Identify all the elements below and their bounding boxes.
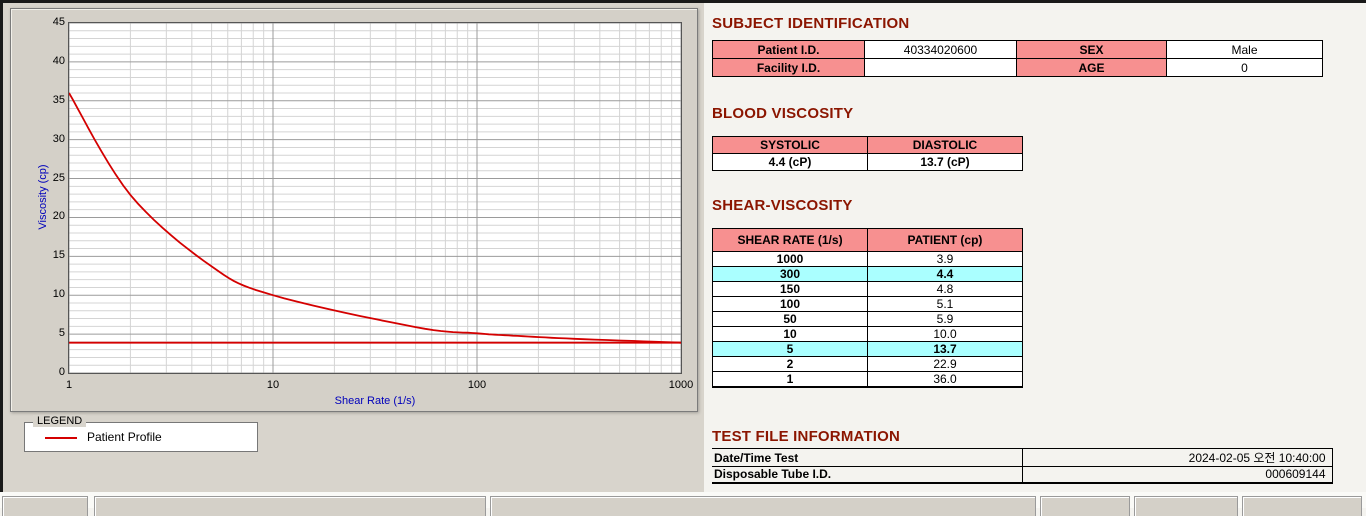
- window-border-top: [0, 0, 1366, 3]
- systolic-value: 4.4 (cP): [712, 153, 868, 171]
- shear-rate-cell: 10: [712, 326, 868, 342]
- y-axis-label: Viscosity (cp): [37, 164, 49, 230]
- bottom-button-2[interactable]: [94, 496, 486, 516]
- patient-value-cell: 3.9: [867, 251, 1023, 267]
- patient-value-cell: 13.7: [867, 341, 1023, 357]
- subject-identification-table: Patient I.D. 40334020600 SEX Male Facili…: [712, 40, 1323, 77]
- x-tick-label: 1: [65, 379, 73, 391]
- table-row: 150 4.8: [712, 281, 1023, 297]
- patient-id-value: 40334020600: [864, 40, 1017, 59]
- disposable-tube-label: Disposable Tube I.D.: [712, 466, 1022, 484]
- plot-area: [68, 22, 682, 374]
- window-border-left: [0, 0, 3, 492]
- facility-id-value: [864, 58, 1017, 77]
- shear-rate-cell: 100: [712, 296, 868, 312]
- table-row: Date/Time Test 2024-02-05 오전 10:40:00: [712, 448, 1333, 467]
- table-row: Disposable Tube I.D. 000609144: [712, 466, 1333, 484]
- y-tick-label: 5: [58, 327, 65, 340]
- date-time-value: 2024-02-05 오전 10:40:00: [1021, 448, 1333, 467]
- sex-value: Male: [1166, 40, 1323, 59]
- y-tick-label: 0: [58, 366, 65, 378]
- viscosity-chart-panel: Viscosity (cp) Shear Rate (1/s) 0 5 10 15 20…: [10, 8, 698, 412]
- legend-line-sample: [45, 437, 77, 439]
- shear-rate-cell: 1000: [712, 251, 868, 267]
- shear-rate-header: SHEAR RATE (1/s): [712, 228, 868, 252]
- table-row: 4.4 (cP) 13.7 (cP): [712, 153, 1023, 171]
- table-row: 1000 3.9: [712, 251, 1023, 267]
- disposable-tube-value: 000609144: [1021, 466, 1333, 484]
- table-row: 10 10.0: [712, 326, 1023, 342]
- facility-id-label: Facility I.D.: [712, 58, 865, 77]
- legend-caption: LEGEND: [33, 415, 87, 427]
- blood-viscosity-title: BLOOD VISCOSITY: [712, 105, 854, 122]
- table-row-highlighted: 300 4.4: [712, 266, 1023, 282]
- patient-value-cell: 4.8: [867, 281, 1023, 297]
- x-tick-label: 10: [266, 379, 280, 391]
- table-row: Patient I.D. 40334020600 SEX Male: [712, 40, 1323, 59]
- shear-viscosity-table: SHEAR RATE (1/s) PATIENT (cp) 1000 3.9 3…: [712, 228, 1023, 388]
- shear-rate-cell: 1: [712, 371, 868, 388]
- test-file-information-table: Date/Time Test 2024-02-05 오전 10:40:00 Di…: [712, 448, 1333, 484]
- patient-value-cell: 22.9: [867, 356, 1023, 372]
- age-label: AGE: [1016, 58, 1167, 77]
- bottom-toolbar: [0, 492, 1366, 516]
- blood-viscosity-table: SYSTOLIC DIASTOLIC 4.4 (cP) 13.7 (cP): [712, 136, 1023, 171]
- patient-cp-header: PATIENT (cp): [867, 228, 1023, 252]
- patient-value-cell: 36.0: [867, 371, 1023, 388]
- shear-rate-cell: 300: [712, 266, 868, 282]
- subject-identification-title: SUBJECT IDENTIFICATION: [712, 15, 910, 32]
- shear-viscosity-title: SHEAR-VISCOSITY: [712, 197, 853, 214]
- table-row: 100 5.1: [712, 296, 1023, 312]
- table-header-row: SHEAR RATE (1/s) PATIENT (cp): [712, 228, 1023, 252]
- x-tick-label: 1000: [668, 379, 694, 391]
- table-row: 2 22.9: [712, 356, 1023, 372]
- x-tick-label: 100: [467, 379, 487, 391]
- y-tick-label: 45: [52, 16, 65, 28]
- bottom-button-6[interactable]: [1242, 496, 1362, 516]
- date-time-label: Date/Time Test: [712, 448, 1022, 467]
- legend-entry-label: Patient Profile: [87, 430, 162, 444]
- shear-rate-cell: 150: [712, 281, 868, 297]
- systolic-header: SYSTOLIC: [712, 136, 868, 154]
- sex-label: SEX: [1016, 40, 1167, 59]
- shear-rate-cell: 50: [712, 311, 868, 327]
- y-tick-label: 40: [52, 54, 65, 67]
- bottom-button-4[interactable]: [1040, 496, 1130, 516]
- age-value: 0: [1166, 58, 1323, 77]
- shear-rate-cell: 5: [712, 341, 868, 357]
- legend-box: LEGEND Patient Profile: [24, 415, 258, 452]
- shear-rate-cell: 2: [712, 356, 868, 372]
- bottom-button-1[interactable]: [2, 496, 88, 516]
- patient-value-cell: 5.1: [867, 296, 1023, 312]
- table-row: Facility I.D. AGE 0: [712, 58, 1323, 77]
- patient-value-cell: 5.9: [867, 311, 1023, 327]
- table-header-row: SYSTOLIC DIASTOLIC: [712, 136, 1023, 154]
- diastolic-value: 13.7 (cP): [867, 153, 1023, 171]
- y-tick-label: 25: [52, 171, 65, 184]
- y-tick-label: 30: [52, 132, 65, 145]
- y-tick-label: 35: [52, 93, 65, 106]
- x-axis-label: Shear Rate (1/s): [334, 395, 416, 407]
- diastolic-header: DIASTOLIC: [867, 136, 1023, 154]
- report-panel: SUBJECT IDENTIFICATION Patient I.D. 4033…: [712, 0, 1336, 508]
- y-tick-label: 10: [52, 288, 65, 301]
- y-tick-label: 15: [52, 249, 65, 262]
- patient-id-label: Patient I.D.: [712, 40, 865, 59]
- table-row-highlighted: 5 13.7: [712, 341, 1023, 357]
- viscosity-curve-chart: [68, 22, 682, 374]
- table-row: 1 36.0: [712, 371, 1023, 388]
- test-file-information-title: TEST FILE INFORMATION: [712, 428, 901, 445]
- bottom-button-3[interactable]: [490, 496, 1036, 516]
- y-tick-label: 20: [52, 210, 65, 223]
- table-row: 50 5.9: [712, 311, 1023, 327]
- bottom-button-5[interactable]: [1134, 496, 1238, 516]
- patient-value-cell: 4.4: [867, 266, 1023, 282]
- patient-value-cell: 10.0: [867, 326, 1023, 342]
